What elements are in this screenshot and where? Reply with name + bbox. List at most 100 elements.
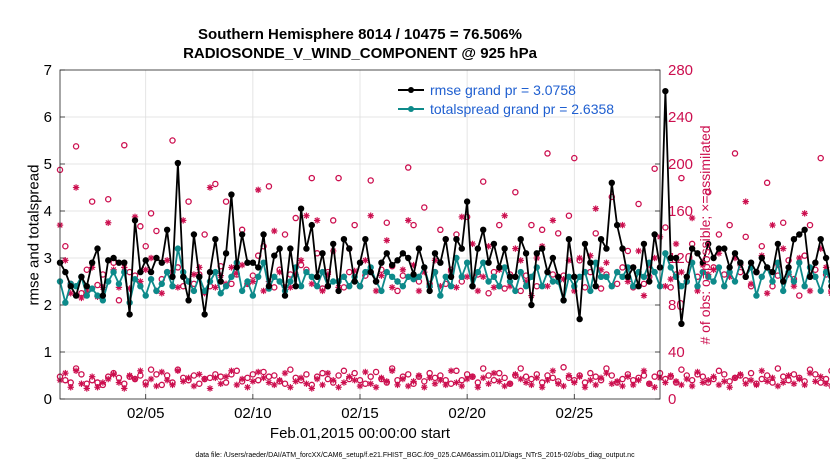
- obs-possible-point: [372, 368, 380, 376]
- marker-stroke: [437, 377, 444, 383]
- obs-possible-point: [260, 368, 267, 376]
- marker-stroke: [137, 368, 144, 374]
- rmse-point: [88, 259, 96, 266]
- obs-possible-point: [587, 369, 594, 377]
- marker-stroke: [662, 283, 669, 289]
- rmse-point: [635, 283, 642, 290]
- marker-stroke: [673, 241, 679, 247]
- totalspread-point: [437, 292, 444, 299]
- obs-assimilated-point: [801, 210, 808, 217]
- obs-assimilated-point: [635, 377, 642, 384]
- rmse-point: [619, 245, 626, 252]
- totalspread-point: [608, 283, 615, 290]
- totalspread-point: [212, 268, 219, 276]
- rmse-point: [405, 254, 412, 262]
- y-tick-label-right: 240: [668, 109, 693, 126]
- obs-assimilated-point: [549, 217, 557, 224]
- marker-stroke: [475, 384, 481, 390]
- marker-stroke: [550, 368, 556, 374]
- marker-stroke: [303, 212, 310, 219]
- totalspread-point: [222, 283, 230, 290]
- obs-possible-point: [490, 376, 498, 384]
- obs-assimilated-point: [774, 382, 782, 390]
- marker-stroke: [234, 382, 240, 388]
- totalspread-point: [538, 283, 546, 290]
- obs-assimilated-point: [99, 379, 107, 386]
- obs-possible-point: [479, 178, 487, 185]
- marker-stroke: [592, 382, 599, 388]
- obs-assimilated-point: [319, 287, 326, 295]
- rmse-point: [506, 273, 514, 280]
- rmse-point: [265, 283, 273, 290]
- obs-assimilated-point: [88, 373, 96, 380]
- marker-stroke: [512, 371, 519, 378]
- marker-stroke: [753, 382, 760, 388]
- obs-assimilated-point: [528, 381, 535, 389]
- totalspread-point: [405, 273, 412, 280]
- rmse-point: [126, 311, 133, 318]
- obs-possible-point: [137, 223, 144, 230]
- marker-stroke: [416, 288, 422, 294]
- totalspread-point: [731, 278, 739, 285]
- x-tick-label: 02/10: [234, 405, 272, 422]
- rmse-point: [678, 320, 685, 327]
- totalspread-point: [238, 287, 246, 295]
- obs-possible-point: [410, 221, 417, 229]
- marker-stroke: [603, 259, 610, 266]
- marker-stroke: [373, 288, 379, 294]
- obs-assimilated-point: [121, 385, 128, 392]
- obs-assimilated-point: [201, 375, 208, 383]
- marker-stroke: [625, 373, 631, 380]
- legend-marker: [408, 87, 414, 93]
- rmse-point: [196, 273, 203, 280]
- totalspread-point: [303, 268, 310, 276]
- marker-stroke: [276, 377, 283, 383]
- rmse-point: [324, 283, 332, 290]
- rmse-point: [137, 268, 144, 276]
- obs-assimilated-point: [137, 367, 144, 374]
- obs-assimilated-point: [431, 380, 439, 387]
- rmse-point: [592, 283, 599, 290]
- obs-assimilated-point: [153, 382, 160, 390]
- obs-possible-point: [747, 369, 755, 377]
- marker-stroke: [501, 383, 508, 389]
- obs-possible-point: [640, 280, 648, 288]
- legend-label-totalspread: totalspread grand pr = 2.6358: [430, 101, 614, 117]
- rmse-point: [260, 231, 267, 238]
- obs-possible-point: [731, 150, 739, 157]
- rmse-point: [812, 259, 819, 266]
- marker-stroke: [550, 217, 556, 224]
- obs-assimilated-point: [415, 372, 423, 379]
- obs-possible-point: [62, 376, 69, 384]
- obs-assimilated-point: [544, 283, 551, 290]
- marker-stroke: [309, 385, 315, 392]
- obs-assimilated-point: [415, 287, 423, 295]
- obs-possible-point: [72, 143, 80, 150]
- totalspread-point: [812, 273, 819, 280]
- marker-stroke: [389, 284, 395, 291]
- obs-assimilated-point: [501, 382, 508, 390]
- marker-stroke: [110, 371, 117, 378]
- marker-stroke: [748, 377, 754, 383]
- obs-possible-point: [496, 369, 503, 377]
- rmse-point: [351, 278, 358, 285]
- rmse-point: [581, 240, 589, 248]
- rmse-point: [474, 245, 482, 252]
- totalspread-point: [769, 278, 776, 285]
- totalspread-point: [271, 273, 278, 280]
- obs-possible-point: [608, 372, 616, 379]
- marker-stroke: [223, 373, 229, 380]
- rmse-point: [340, 236, 348, 243]
- obs-assimilated-point: [512, 371, 519, 378]
- rmse-point: [549, 254, 557, 262]
- marker-stroke: [459, 383, 465, 389]
- obs-assimilated-point: [115, 379, 123, 386]
- rmse-point: [801, 226, 808, 234]
- marker-stroke: [453, 379, 460, 386]
- obs-possible-point: [758, 375, 766, 383]
- rmse-point: [292, 283, 299, 290]
- rmse-point: [72, 292, 80, 299]
- obs-possible-point: [715, 367, 723, 375]
- obs-assimilated-point: [249, 278, 257, 285]
- rmse-point: [206, 268, 214, 276]
